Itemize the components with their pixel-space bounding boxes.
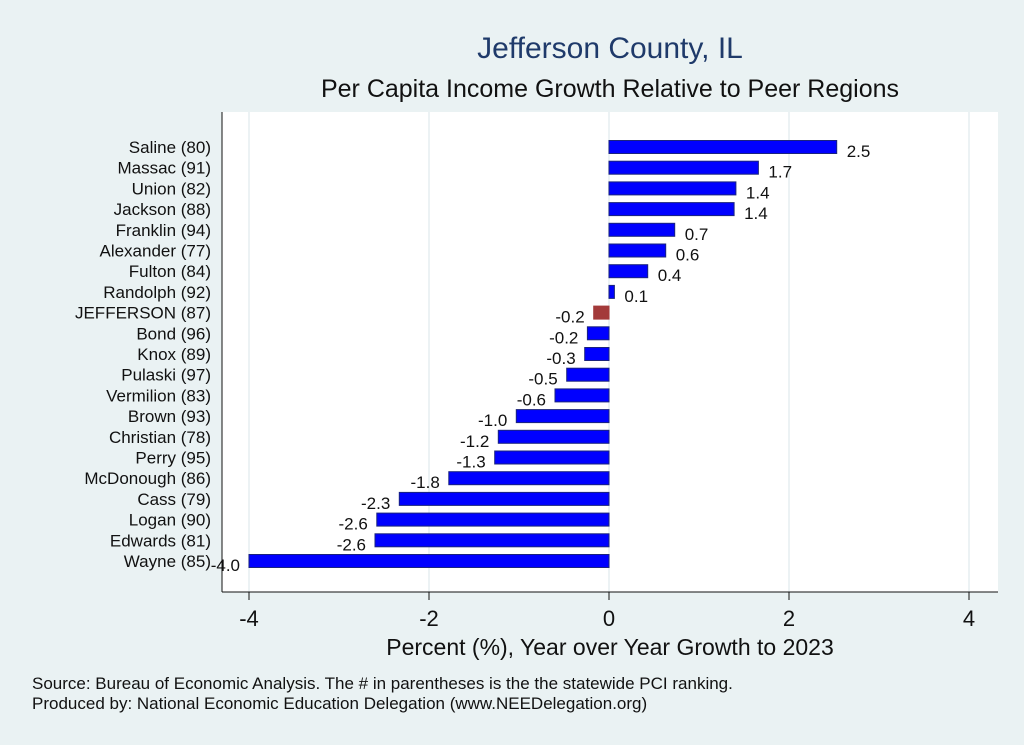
category-label: McDonough (86): [84, 469, 211, 488]
bar: [566, 367, 610, 382]
value-label: 2.5: [847, 142, 871, 161]
bar: [608, 243, 667, 258]
value-label: 1.7: [768, 163, 792, 182]
category-label: Pulaski (97): [121, 366, 211, 385]
bar: [584, 347, 610, 361]
value-label: 1.4: [746, 183, 770, 202]
category-label: Vermilion (83): [106, 386, 211, 405]
chart-title: Jefferson County, IL: [477, 32, 743, 65]
bar: [586, 326, 610, 341]
value-label: -0.3: [546, 349, 575, 368]
bar: [374, 533, 610, 548]
bar: [448, 471, 610, 486]
value-label: -1.8: [411, 473, 440, 492]
bar: [608, 284, 615, 299]
category-label: JEFFERSON (87): [75, 304, 211, 323]
value-label: -4.0: [211, 556, 240, 575]
bar: [608, 264, 649, 279]
value-label: 0.7: [685, 225, 709, 244]
x-tick-label: 0: [603, 606, 615, 631]
producer-note: Produced by: National Economic Education…: [32, 694, 647, 713]
category-label: Bond (96): [136, 324, 211, 343]
source-note: Source: Bureau of Economic Analysis. The…: [32, 674, 733, 693]
category-label: Franklin (94): [116, 221, 211, 240]
value-label: -1.2: [460, 432, 489, 451]
category-label: Wayne (85): [124, 552, 211, 571]
value-label: -0.2: [555, 308, 584, 327]
chart-subtitle: Per Capita Income Growth Relative to Pee…: [321, 75, 899, 103]
labels: Saline (80) 2.5 Massac (91) 1.7 Union (82) 1.…: [75, 138, 870, 575]
category-label: Alexander (77): [99, 242, 211, 261]
bar: [608, 222, 676, 237]
category-label: Jackson (88): [114, 200, 211, 219]
value-label: 0.4: [658, 266, 682, 285]
value-label: -0.6: [517, 390, 546, 409]
category-label: Union (82): [132, 179, 211, 198]
bar: [608, 181, 737, 196]
category-label: Cass (79): [137, 490, 211, 509]
category-label: Perry (95): [135, 449, 211, 468]
x-tick-label: 4: [963, 606, 975, 631]
x-axis-label: Percent (%), Year over Year Growth to 20…: [386, 634, 834, 660]
value-label: -1.0: [478, 411, 507, 430]
bar: [376, 512, 610, 527]
value-label: -2.6: [337, 535, 366, 554]
category-label: Christian (78): [109, 428, 211, 447]
category-label: Brown (93): [128, 407, 211, 426]
value-label: -0.5: [528, 370, 557, 389]
category-label: Knox (89): [137, 345, 211, 364]
category-label: Logan (90): [129, 511, 211, 530]
bar: [248, 554, 610, 568]
bar: [515, 409, 610, 424]
x-tick-label: 2: [783, 606, 795, 631]
value-label: 0.1: [624, 287, 648, 306]
value-label: 1.4: [744, 204, 768, 223]
category-label: Randolph (92): [103, 283, 211, 302]
bar: [608, 202, 735, 217]
value-label: -2.3: [361, 494, 390, 513]
bar: [554, 388, 610, 403]
value-label: -1.3: [456, 453, 485, 472]
bar: [608, 160, 759, 175]
value-label: -2.6: [339, 515, 368, 534]
bar: [608, 140, 838, 154]
category-label: Fulton (84): [129, 262, 211, 281]
bar: [497, 429, 610, 444]
value-label: -0.2: [549, 328, 578, 347]
x-tick-label: -4: [239, 606, 259, 631]
bars: [248, 140, 838, 568]
axes: -4 -2 0 2 4: [221, 112, 998, 631]
value-label: 0.6: [676, 246, 700, 265]
bar: [494, 450, 610, 465]
x-tick-label: -2: [419, 606, 439, 631]
bar: [398, 491, 610, 506]
category-label: Massac (91): [117, 159, 211, 178]
category-label: Edwards (81): [110, 531, 211, 550]
bar: [593, 305, 610, 320]
category-label: Saline (80): [129, 138, 211, 157]
